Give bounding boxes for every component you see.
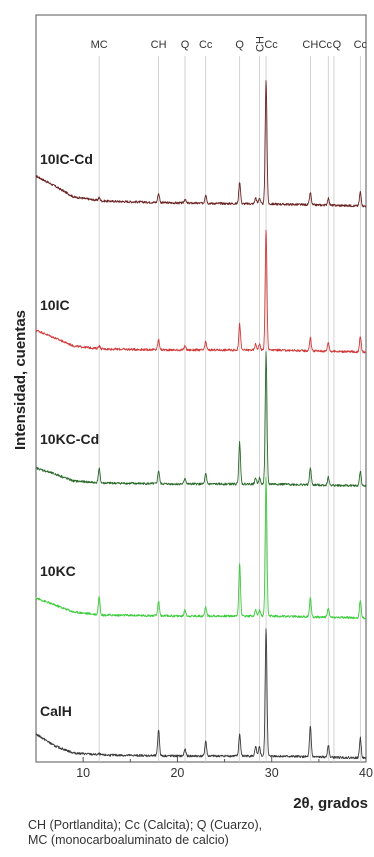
peak-label: CH — [151, 39, 167, 51]
y-axis-label: Intensidad, cuentas — [12, 310, 29, 450]
peak-label: Q — [181, 39, 190, 51]
peak-label: Q — [333, 39, 342, 51]
series-trace-calh — [35, 628, 367, 760]
x-tick-label: 20 — [170, 766, 184, 780]
series-trace-10ic-cd — [35, 80, 367, 208]
x-tick-label: 10 — [76, 766, 90, 780]
series-label: 10IC-Cd — [40, 151, 93, 167]
peak-label: Cc — [319, 39, 333, 51]
peak-label: Cc — [264, 39, 278, 51]
caption-line-2: MC (monocarboaluminato de calcio) — [28, 833, 229, 847]
x-axis-label: 2θ, grados — [293, 795, 368, 812]
peak-label: Cc — [354, 39, 368, 51]
series-label: CalH — [40, 703, 72, 719]
x-tick-label: 30 — [265, 766, 279, 780]
series-label: 10IC — [40, 297, 70, 313]
series-label: 10KC-Cd — [40, 431, 99, 447]
series-trace-10kc — [35, 476, 367, 620]
x-tick-label: 40 — [359, 766, 373, 780]
plot-frame — [35, 14, 367, 763]
legend-caption: CH (Portlandita); Cc (Calcita); Q (Cuarz… — [28, 818, 368, 848]
series-trace-10kc-cd — [35, 351, 367, 488]
series-label: 10KC — [40, 563, 76, 579]
peak-label: CH — [302, 39, 318, 51]
peak-label: Cc — [199, 39, 213, 51]
peak-label: Q — [235, 39, 244, 51]
peak-label: MC — [91, 39, 108, 51]
series-trace-10ic — [35, 229, 367, 354]
peak-label: CH — [254, 36, 266, 52]
caption-line-1: CH (Portlandita); Cc (Calcita); Q (Cuarz… — [28, 818, 263, 832]
